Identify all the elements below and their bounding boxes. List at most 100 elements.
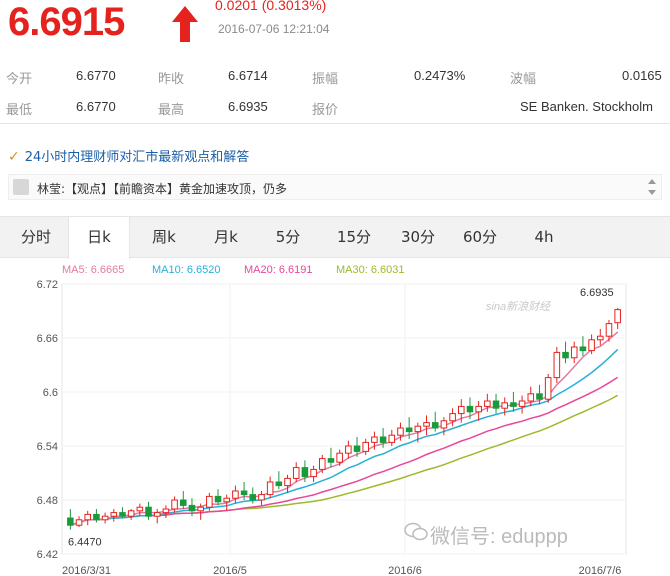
- x-tick-label: 2016/3/31: [62, 565, 111, 576]
- stat-label-quoter: 报价: [312, 102, 339, 117]
- candle-body: [336, 452, 343, 463]
- stat-label-low: 最低: [6, 102, 33, 117]
- candle-body: [188, 504, 196, 512]
- candle-body: [458, 405, 465, 415]
- tab-weekly-k[interactable]: 周k: [152, 228, 176, 246]
- candle-body: [258, 494, 265, 501]
- news-title-text: 24小时内理财师对汇市最新观点和解答: [24, 150, 250, 165]
- news-ticker-item[interactable]: 林莹:【观点】【前瞻资本】黄金加速攻顶，仍多: [8, 174, 662, 200]
- period-tabs: 分时 日k 周k 月k 5分 15分 30分 60分 4h: [0, 216, 670, 259]
- kline-chart[interactable]: MA5: 6.6665 MA10: 6.6520 MA20: 6.6191 MA…: [0, 260, 670, 576]
- ma10-line: [70, 348, 619, 526]
- tab-60min[interactable]: 60分: [462, 228, 498, 246]
- candle-body: [518, 400, 526, 407]
- avatar: [13, 179, 29, 195]
- stat-label-open: 今开: [6, 71, 33, 86]
- candle-body: [145, 506, 152, 517]
- current-price: 6.6915: [8, 0, 125, 44]
- candle-body: [275, 481, 283, 487]
- y-tick-label: 6.72: [37, 279, 58, 291]
- stat-value-quoter: SE Banken. Stockholm: [520, 99, 653, 114]
- candle-body: [484, 400, 491, 407]
- candle-body: [510, 402, 517, 407]
- candle-body: [75, 519, 83, 526]
- candle-body: [171, 499, 178, 510]
- candle-body: [223, 497, 230, 503]
- candle-body: [101, 515, 109, 521]
- candle-body: [397, 427, 404, 436]
- candle-body: [492, 400, 500, 409]
- candle-body: [414, 425, 422, 433]
- candle-body: [597, 335, 604, 341]
- candlestick-svg: 6.72 6.66 6.6 6.54 6.48 6.42 2016/3/31 2016/5 20…: [37, 279, 627, 576]
- candle-body: [197, 506, 204, 512]
- tab-daily-k[interactable]: 日k: [68, 217, 130, 259]
- y-tick-label: 6.54: [37, 441, 58, 453]
- candle-body: [440, 420, 448, 429]
- candle-body: [388, 434, 396, 443]
- ma20-legend: MA20: 6.6191: [244, 264, 313, 276]
- candle-body: [249, 494, 257, 501]
- candle-body: [423, 422, 430, 427]
- candle-body: [553, 351, 561, 379]
- quote-header: 6.6915 0.0201 (0.3013%) 2016-07-06 12:21…: [0, 0, 670, 56]
- candle-body: [319, 458, 326, 470]
- news-title-link[interactable]: ✓ 24小时内理财师对汇市最新观点和解答: [8, 146, 249, 168]
- candle-body: [232, 490, 239, 499]
- candle-body: [127, 510, 135, 517]
- y-tick-label: 6.6: [43, 387, 58, 399]
- candle-body: [562, 351, 569, 359]
- y-tick-label: 6.42: [37, 549, 58, 561]
- candle-body: [431, 422, 439, 429]
- ma30-legend: MA30: 6.6031: [336, 264, 405, 276]
- up-arrow-icon: [172, 6, 198, 42]
- check-icon: ✓: [8, 149, 20, 165]
- price-change: 0.0201 (0.3013%): [215, 0, 327, 13]
- x-tick-label: 2016/5: [213, 565, 247, 576]
- candle-body: [466, 405, 474, 413]
- candle-body: [579, 346, 587, 352]
- y-tick-label: 6.66: [37, 333, 58, 345]
- candle-body: [527, 393, 535, 402]
- news-panel: ✓ 24小时内理财师对汇市最新观点和解答 林莹:【观点】【前瞻资本】黄金加速攻顶，…: [0, 140, 670, 204]
- x-tick-label: 2016/6: [388, 565, 422, 576]
- wechat-watermark: 微信号: eduppp: [430, 526, 568, 548]
- stat-value-amplitude: 0.2473%: [414, 68, 466, 83]
- candle-body: [449, 413, 456, 422]
- stat-value-prev-close: 6.6714: [228, 68, 268, 83]
- tab-5min[interactable]: 5分: [275, 228, 301, 246]
- candle-body: [240, 490, 248, 496]
- candle-body: [214, 495, 222, 503]
- max-price-label: 6.6935: [580, 287, 614, 299]
- candle-body: [475, 405, 482, 413]
- candle-body: [371, 436, 378, 443]
- tab-4h[interactable]: 4h: [534, 228, 554, 246]
- candle-body: [544, 377, 552, 400]
- candle-body: [501, 402, 508, 409]
- stat-value-open: 6.6770: [76, 68, 116, 83]
- candle-body: [84, 513, 91, 521]
- candle-body: [284, 477, 291, 487]
- candle-body: [110, 512, 118, 517]
- candle-body: [162, 508, 170, 514]
- candle-body: [605, 323, 613, 337]
- candle-body: [136, 506, 144, 512]
- sina-watermark: sina新浪财经: [486, 301, 551, 313]
- quote-timestamp: 2016-07-06 12:21:04: [218, 22, 330, 36]
- stat-value-low: 6.6770: [76, 99, 116, 114]
- stats-panel: 今开 6.6770 昨收 6.6714 振幅 0.2473% 波幅 0.0165…: [0, 60, 670, 124]
- tab-30min[interactable]: 30分: [400, 228, 436, 246]
- candle-body: [405, 427, 413, 433]
- candle-body: [327, 458, 335, 463]
- ma5-line: [70, 331, 619, 526]
- candle-body: [570, 346, 578, 359]
- tab-monthly-k[interactable]: 月k: [214, 228, 238, 246]
- candle-body: [266, 481, 274, 496]
- candle-body: [292, 467, 300, 479]
- scroll-arrows-icon[interactable]: [647, 177, 657, 197]
- tab-15min[interactable]: 15分: [336, 228, 372, 246]
- stat-value-range: 0.0165: [622, 68, 662, 83]
- stat-label-amplitude: 振幅: [312, 71, 339, 86]
- stats-row-1: 今开 6.6770 昨收 6.6714 振幅 0.2473% 波幅 0.0165: [0, 62, 670, 92]
- tab-fenshi[interactable]: 分时: [20, 228, 51, 246]
